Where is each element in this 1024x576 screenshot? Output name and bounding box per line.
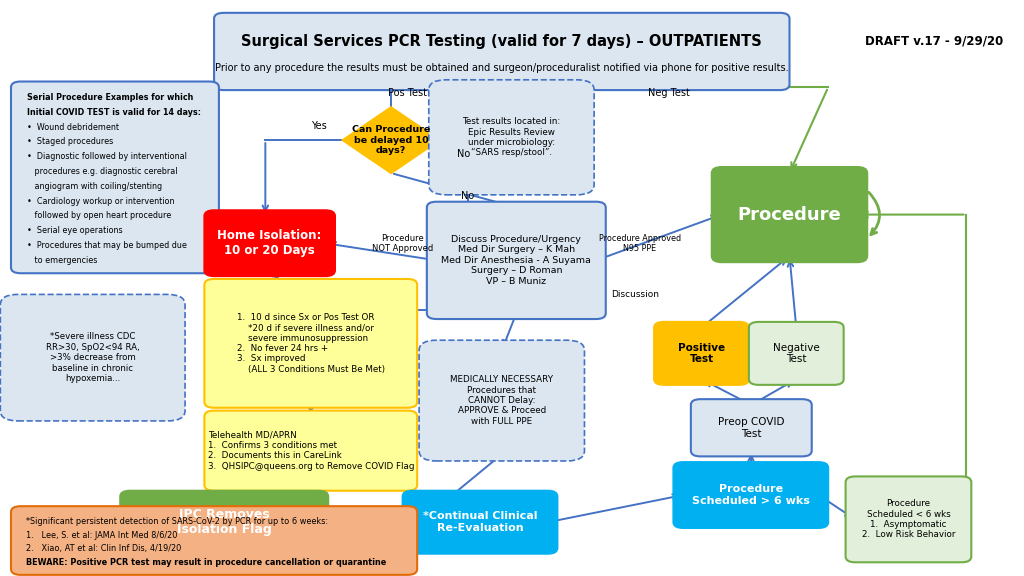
FancyBboxPatch shape [419, 340, 585, 461]
FancyBboxPatch shape [214, 13, 790, 90]
Text: Negative
Test: Negative Test [773, 343, 819, 364]
Text: No: No [457, 150, 470, 160]
Text: *Severe illness CDC
RR>30, SpO2<94 RA,
>3% decrease from
baseline in chronic
hyp: *Severe illness CDC RR>30, SpO2<94 RA, >… [46, 332, 139, 383]
Text: •  Serial eye operations: • Serial eye operations [28, 226, 123, 235]
Text: Neg Test: Neg Test [647, 88, 689, 98]
Text: IPC Removes
Isolation Flag: IPC Removes Isolation Flag [177, 508, 271, 536]
Text: BEWARE: Positive PCR test may result in procedure cancellation or quarantine: BEWARE: Positive PCR test may result in … [27, 558, 387, 567]
Text: Yes: Yes [310, 121, 327, 131]
Text: Procedure: Procedure [737, 206, 842, 223]
FancyBboxPatch shape [205, 279, 417, 408]
FancyBboxPatch shape [691, 399, 812, 456]
FancyBboxPatch shape [654, 322, 749, 385]
Text: Surgical Services PCR Testing (valid for 7 days) – OUTPATIENTS: Surgical Services PCR Testing (valid for… [242, 34, 762, 49]
Text: Home Isolation:
10 or 20 Days: Home Isolation: 10 or 20 Days [217, 229, 322, 257]
FancyBboxPatch shape [402, 491, 557, 554]
Text: Discussion: Discussion [610, 290, 658, 299]
Text: Discuss Procedure/Urgency
Med Dir Surgery – K Mah
Med Dir Anesthesia - A Suyama
: Discuss Procedure/Urgency Med Dir Surger… [441, 235, 591, 286]
Text: Positive
Test: Positive Test [678, 343, 725, 364]
Text: procedures e.g. diagnostic cerebral: procedures e.g. diagnostic cerebral [28, 167, 178, 176]
FancyBboxPatch shape [0, 294, 185, 421]
Text: 2.   Xiao, AT et al: Clin Inf Dis, 4/19/20: 2. Xiao, AT et al: Clin Inf Dis, 4/19/20 [27, 544, 181, 553]
Text: •  Diagnostic followed by interventional: • Diagnostic followed by interventional [28, 152, 187, 161]
Text: Procedure
Scheduled > 6 wks: Procedure Scheduled > 6 wks [692, 484, 810, 506]
Text: Can Procedure
be delayed 10
days?: Can Procedure be delayed 10 days? [352, 126, 430, 155]
Text: *Continual Clinical
Re-Evaluation: *Continual Clinical Re-Evaluation [423, 511, 538, 533]
FancyBboxPatch shape [11, 506, 417, 575]
Text: 1.   Lee, S. et al: JAMA Int Med 8/6/20: 1. Lee, S. et al: JAMA Int Med 8/6/20 [27, 530, 178, 540]
Text: Test results located in:
Epic Results Review
under microbiology:
“SARS resp/stoo: Test results located in: Epic Results Re… [462, 118, 560, 157]
FancyBboxPatch shape [205, 210, 335, 276]
Text: angiogram with coiling/stenting: angiogram with coiling/stenting [28, 182, 163, 191]
Text: •  Staged procedures: • Staged procedures [28, 138, 114, 146]
Text: Procedure Approved
N95 PPE: Procedure Approved N95 PPE [599, 233, 681, 253]
Text: •  Cardiology workup or intervention: • Cardiology workup or intervention [28, 196, 175, 206]
FancyBboxPatch shape [205, 411, 417, 491]
Text: •  Procedures that may be bumped due: • Procedures that may be bumped due [28, 241, 187, 250]
Text: Pos Test: Pos Test [388, 88, 427, 98]
Text: Prior to any procedure the results must be obtained and surgeon/proceduralist no: Prior to any procedure the results must … [215, 63, 788, 73]
Text: Procedure
NOT Approved: Procedure NOT Approved [372, 233, 433, 253]
Text: MEDICALLY NECESSARY
Procedures that
CANNOT Delay:
APPROVE & Proceed
with FULL PP: MEDICALLY NECESSARY Procedures that CANN… [451, 376, 553, 426]
Text: *Significant persistent detection of SARS-CoV-2 by PCR for up to 6 weeks:: *Significant persistent detection of SAR… [27, 517, 329, 526]
Text: to emergencies: to emergencies [28, 256, 98, 264]
Polygon shape [343, 107, 439, 173]
Text: DRAFT v.17 - 9/29/20: DRAFT v.17 - 9/29/20 [865, 35, 1004, 48]
Text: followed by open heart procedure: followed by open heart procedure [28, 211, 172, 220]
FancyBboxPatch shape [429, 80, 594, 195]
FancyBboxPatch shape [749, 322, 844, 385]
FancyBboxPatch shape [427, 202, 606, 319]
FancyBboxPatch shape [11, 82, 219, 273]
FancyBboxPatch shape [674, 462, 828, 528]
Text: 1.  10 d since Sx or Pos Test OR
    *20 d if severe illness and/or
    severe i: 1. 10 d since Sx or Pos Test OR *20 d if… [237, 313, 385, 374]
Text: Telehealth MD/APRN
1.  Confirms 3 conditions met
2.  Documents this in CareLink
: Telehealth MD/APRN 1. Confirms 3 conditi… [208, 431, 414, 471]
FancyBboxPatch shape [120, 491, 329, 554]
Text: Initial COVID TEST is valid for 14 days:: Initial COVID TEST is valid for 14 days: [28, 108, 202, 117]
Text: Preop COVID
Test: Preop COVID Test [718, 417, 784, 438]
FancyBboxPatch shape [846, 476, 972, 562]
Text: No: No [462, 191, 474, 201]
Text: Procedure
Scheduled < 6 wks
1.  Asymptomatic
2.  Low Risk Behavior: Procedure Scheduled < 6 wks 1. Asymptoma… [862, 499, 955, 540]
FancyBboxPatch shape [712, 168, 867, 262]
Text: Serial Procedure Examples for which: Serial Procedure Examples for which [28, 93, 194, 102]
Text: •  Wound debridement: • Wound debridement [28, 123, 120, 132]
